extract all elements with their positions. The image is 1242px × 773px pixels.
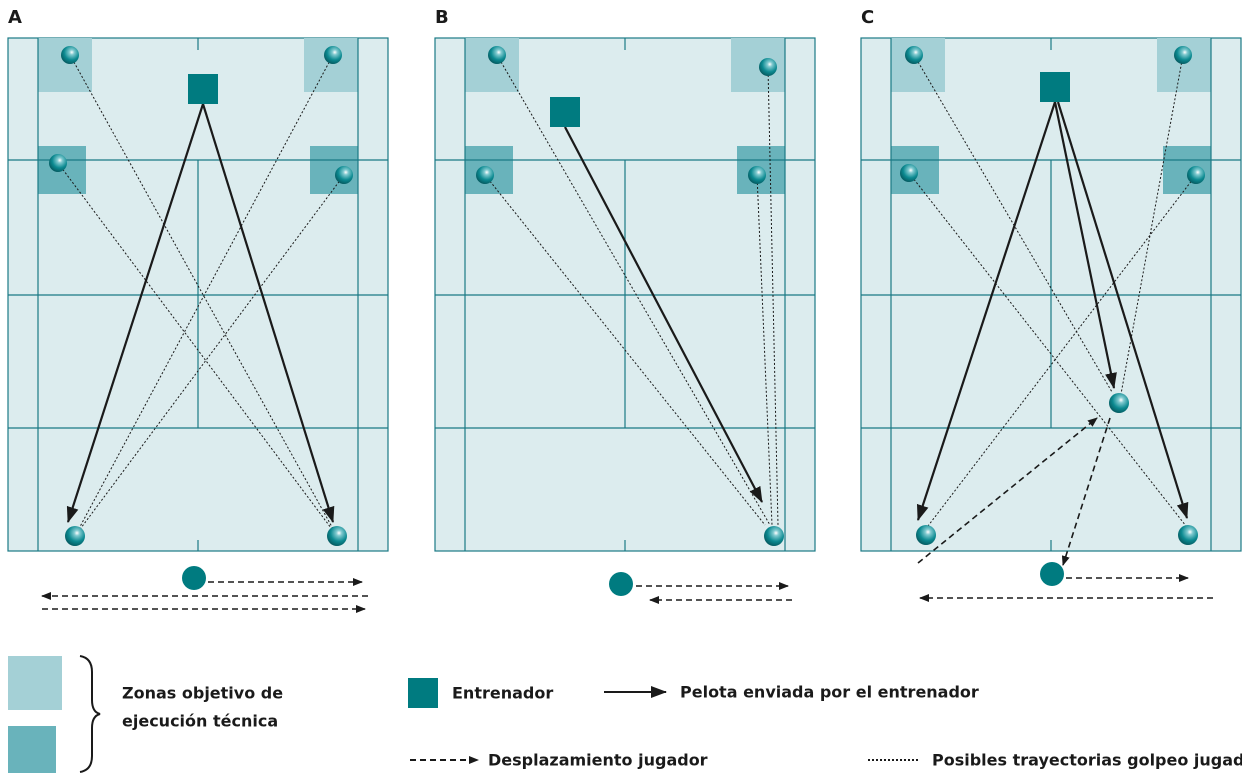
possible-shot bbox=[913, 54, 1113, 393]
zone-light bbox=[891, 38, 945, 92]
coach-shot bbox=[201, 103, 335, 523]
coach-swatch bbox=[408, 678, 438, 708]
players bbox=[49, 46, 1205, 596]
ball-target bbox=[900, 164, 918, 182]
coach bbox=[188, 74, 218, 104]
coach bbox=[1040, 72, 1070, 102]
zone-light-swatch bbox=[8, 656, 62, 710]
panel-label: A bbox=[8, 7, 22, 28]
ball-target bbox=[327, 526, 347, 546]
possible-shot bbox=[74, 174, 345, 537]
zone-light bbox=[465, 38, 519, 92]
ball-target bbox=[916, 525, 936, 545]
possible-shot bbox=[767, 66, 779, 526]
legend-text: Zonas objetivo de bbox=[122, 684, 283, 703]
legend-text: Desplazamiento jugador bbox=[488, 751, 708, 770]
zone-dark bbox=[1163, 146, 1211, 194]
coach-shot bbox=[564, 126, 763, 503]
ball-target bbox=[1109, 393, 1129, 413]
possible-shot bbox=[908, 172, 1187, 527]
legend-text: Entrenador bbox=[452, 684, 553, 703]
ball-target bbox=[335, 166, 353, 184]
legend-text: ejecución técnica bbox=[122, 712, 278, 731]
ball-target bbox=[65, 526, 85, 546]
coach-shot bbox=[1053, 101, 1117, 389]
ball-target bbox=[1187, 166, 1205, 184]
possible-shot bbox=[57, 162, 338, 537]
ball-target bbox=[1174, 46, 1192, 64]
zone-light bbox=[38, 38, 92, 92]
panel-label: C bbox=[861, 7, 874, 28]
ball-target bbox=[49, 154, 67, 172]
zone-dark-swatch bbox=[8, 726, 56, 773]
trajectories bbox=[41, 54, 1213, 613]
possible-shot bbox=[1120, 54, 1184, 395]
brace bbox=[79, 655, 101, 773]
coach-shot bbox=[1056, 101, 1189, 519]
player bbox=[182, 566, 206, 590]
ball-target bbox=[488, 46, 506, 64]
possible-shot bbox=[927, 174, 1197, 527]
legend-text: Posibles trayectorias golpeo jugador bbox=[932, 751, 1242, 770]
player-move bbox=[917, 417, 1098, 564]
coach-shot bbox=[66, 103, 205, 523]
zone-light bbox=[731, 38, 785, 92]
ball-target bbox=[905, 46, 923, 64]
ball-target bbox=[764, 526, 784, 546]
ball-target bbox=[476, 166, 494, 184]
player bbox=[609, 572, 633, 596]
player-move bbox=[1061, 417, 1111, 566]
ball-target bbox=[759, 58, 777, 76]
possible-shot bbox=[496, 54, 771, 526]
ball-target bbox=[1178, 525, 1198, 545]
ball-target bbox=[748, 166, 766, 184]
coach-shot bbox=[916, 101, 1057, 521]
possible-shot bbox=[74, 54, 334, 537]
player bbox=[1040, 562, 1064, 586]
legend-text: Pelota enviada por el entrenador bbox=[680, 683, 979, 702]
ball-target bbox=[324, 46, 342, 64]
ball-target bbox=[61, 46, 79, 64]
panel-label: B bbox=[435, 7, 449, 28]
courts bbox=[7, 37, 1242, 552]
possible-shot bbox=[484, 174, 766, 526]
zone-light bbox=[304, 38, 358, 92]
coach bbox=[550, 97, 580, 127]
